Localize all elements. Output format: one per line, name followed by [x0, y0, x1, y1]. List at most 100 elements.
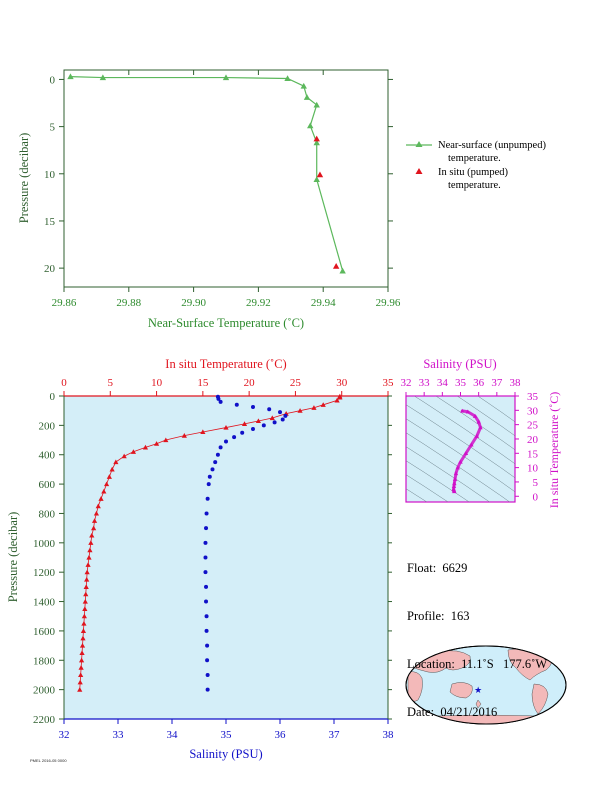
top-x-axis-label: Near-Surface Temperature (˚C): [148, 316, 304, 330]
salinity-point: [204, 511, 209, 516]
salinity-tick-label: 36: [275, 729, 287, 741]
ts-y-axis-label: In situ Temperature (˚C): [547, 392, 561, 509]
salinity-tick-label: 34: [167, 729, 179, 741]
density-contour: [413, 396, 515, 464]
temperature-point: [223, 424, 229, 430]
salinity-point: [240, 430, 245, 435]
ts-point: [452, 489, 457, 494]
temperature-point: [142, 444, 149, 450]
salinity-point: [232, 435, 237, 440]
pressure-tick-label: 1200: [33, 567, 56, 579]
top-x-tick-label: 29.88: [116, 297, 141, 309]
temperature-point: [297, 408, 303, 413]
temperature-point: [78, 672, 84, 678]
salinity-point: [206, 482, 211, 487]
ts-x-tick-label: 34: [437, 377, 449, 389]
temperature-point: [106, 474, 112, 479]
ts-point: [453, 471, 459, 476]
pressure-tick-label: 1000: [33, 538, 56, 550]
temperature-point: [241, 421, 248, 426]
legend-label-unpumped-2: temperature.: [448, 153, 501, 164]
pressure-tick-label: 400: [39, 450, 56, 462]
temperature-point: [101, 488, 107, 494]
pressure-tick-label: 2200: [33, 714, 56, 726]
ts-point: [460, 408, 465, 413]
top-y-axis-label: Pressure (decibar): [17, 133, 31, 224]
temperature-point: [83, 584, 89, 589]
temperature-tick-label: 30: [336, 377, 348, 389]
temperature-tick-label: 20: [244, 377, 256, 389]
pumped-point: [316, 171, 324, 178]
unpumped-point: [313, 139, 320, 146]
legend-label-pumped-2: temperature.: [448, 180, 501, 191]
footer-credit: PMEL 2016-05 0000: [30, 758, 67, 763]
ts-point: [465, 409, 470, 414]
salinity-axis-label: Salinity (PSU): [189, 747, 262, 761]
temperature-point: [311, 405, 317, 410]
top-y-tick-label: 20: [44, 263, 56, 275]
land-south-america: [531, 683, 549, 715]
temperature-point: [200, 429, 206, 435]
salinity-point: [261, 423, 266, 428]
temperature-point: [79, 650, 85, 656]
ts-y-tick-label: 35: [527, 391, 539, 403]
salinity-tick-label: 32: [59, 729, 70, 741]
density-contour: [406, 460, 470, 502]
pressure-axis-label: Pressure (decibar): [6, 512, 20, 603]
unpumped-point: [99, 74, 107, 81]
temperature-point: [93, 510, 99, 516]
map-border: [405, 645, 567, 725]
profile-ticks: 0200400600800100012001400160018002000220…: [33, 377, 394, 741]
ts-point: [478, 425, 483, 430]
salinity-point: [204, 628, 209, 633]
salinity-point: [215, 452, 220, 457]
salinity-point: [207, 474, 212, 479]
top-x-tick-label: 29.96: [376, 297, 401, 309]
ts-point: [458, 459, 463, 464]
unpumped-point: [303, 94, 311, 100]
salinity-point: [210, 467, 215, 472]
ts-point: [472, 413, 478, 418]
salinity-point: [218, 399, 223, 404]
ts-x-tick-label: 33: [419, 377, 431, 389]
top-y-tick-label: 15: [44, 216, 56, 228]
temperature-point: [103, 481, 110, 487]
ts-title: Salinity (PSU): [423, 357, 496, 371]
temperature-point: [81, 613, 87, 619]
ts-point: [452, 476, 458, 481]
pressure-tick-label: 0: [50, 391, 56, 403]
ts-point: [476, 419, 481, 424]
pressure-tick-label: 1400: [33, 597, 56, 609]
top-plot-frame: [63, 69, 389, 288]
float-info-block: Float: 6629 Profile: 163 Location: 11.1˚…: [407, 528, 547, 736]
ts-point: [463, 451, 469, 456]
temperature-point: [91, 518, 98, 523]
salinity-point: [251, 405, 255, 410]
top-x-tick-label: 29.94: [311, 297, 336, 309]
temperature-tick-label: 35: [383, 377, 395, 389]
ts-y-tick-label: 10: [527, 463, 539, 475]
temperature-point: [109, 466, 115, 472]
top-y-ticks: 0 5 10 15 20: [44, 74, 393, 275]
temperature-point: [82, 598, 88, 604]
temperature-point: [91, 525, 97, 531]
ts-x-tick-label: 35: [455, 377, 467, 389]
temperature-point: [95, 503, 101, 509]
profile-plot-background: [64, 396, 388, 719]
salinity-point: [204, 526, 209, 531]
ts-y-tick-label: 0: [533, 491, 539, 503]
temperature-point: [163, 437, 169, 443]
temperature-point: [77, 687, 83, 692]
ts-point: [455, 465, 460, 470]
salinity-point: [251, 427, 255, 432]
temperature-point: [153, 441, 160, 446]
density-contour: [435, 396, 515, 450]
temperature-point: [269, 415, 275, 421]
ts-x-tick-label: 38: [510, 377, 522, 389]
ts-y-tick-label: 25: [527, 420, 539, 432]
ts-point: [451, 484, 457, 489]
temperature-point: [80, 628, 87, 633]
top-series-layer: [67, 73, 346, 274]
ts-y-tick-label: 30: [527, 405, 539, 417]
salinity-point: [216, 396, 221, 401]
